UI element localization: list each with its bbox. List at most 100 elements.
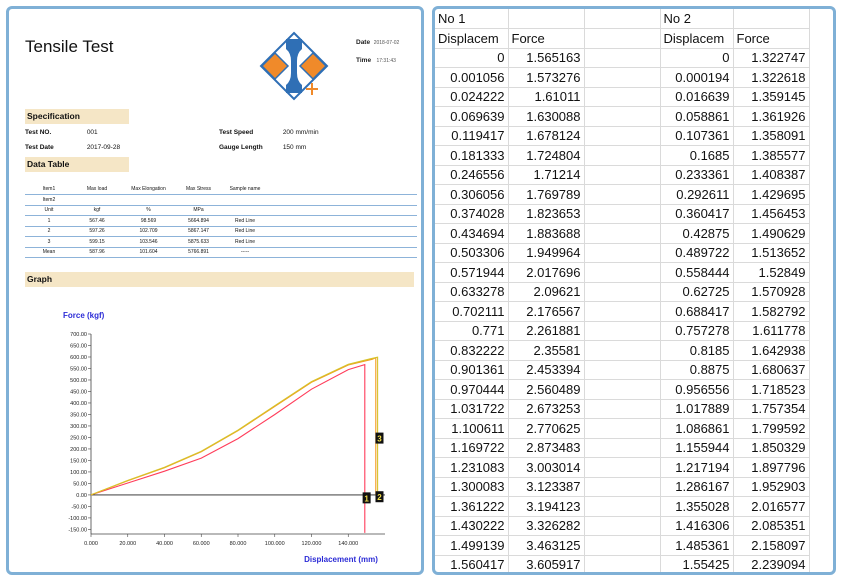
spreadsheet-cell[interactable]: 1.769789: [508, 184, 585, 205]
spreadsheet-cell[interactable]: 0.069639: [435, 106, 509, 127]
spreadsheet-cell[interactable]: 0.771: [435, 321, 509, 341]
spreadsheet-cell[interactable]: 2.560489: [508, 379, 585, 400]
spreadsheet-cell[interactable]: 0.8875: [660, 360, 734, 380]
spreadsheet-cell[interactable]: 0: [435, 48, 509, 68]
spreadsheet-cell[interactable]: [733, 9, 810, 29]
spreadsheet-cell[interactable]: 0.571944: [435, 262, 509, 283]
spreadsheet-cell[interactable]: 0.489722: [660, 243, 734, 263]
spreadsheet-cell[interactable]: 1.823653: [508, 204, 585, 224]
spreadsheet-cell[interactable]: 0.757278: [660, 321, 734, 341]
spreadsheet-cell[interactable]: [584, 496, 661, 517]
spreadsheet-cell[interactable]: [584, 399, 661, 419]
spreadsheet-cell[interactable]: 1.155944: [660, 438, 734, 458]
spreadsheet-cell[interactable]: 2.873483: [508, 438, 585, 458]
spreadsheet-cell[interactable]: 1.611778: [733, 321, 810, 341]
spreadsheet-cell[interactable]: 0.558444: [660, 262, 734, 283]
spreadsheet-cell[interactable]: 0.024222: [435, 87, 509, 107]
spreadsheet-cell[interactable]: [584, 262, 661, 283]
spreadsheet-cell[interactable]: [584, 87, 661, 107]
spreadsheet-cell[interactable]: 1.680637: [733, 360, 810, 380]
spreadsheet-cell[interactable]: 2.176567: [508, 301, 585, 322]
spreadsheet-cell[interactable]: [584, 243, 661, 263]
spreadsheet-cell[interactable]: 0.233361: [660, 165, 734, 185]
spreadsheet-cell[interactable]: 0.62725: [660, 282, 734, 302]
spreadsheet-cell[interactable]: 0.434694: [435, 223, 509, 244]
spreadsheet-cell[interactable]: 1.757354: [733, 399, 810, 419]
spreadsheet-cell[interactable]: 1.169722: [435, 438, 509, 458]
spreadsheet-cell[interactable]: 3.463125: [508, 535, 585, 556]
spreadsheet-cell[interactable]: 1.429695: [733, 184, 810, 205]
spreadsheet-cell[interactable]: 0.8185: [660, 340, 734, 361]
spreadsheet-cell[interactable]: 0.246556: [435, 165, 509, 185]
spreadsheet-cell[interactable]: 0.001056: [435, 67, 509, 88]
spreadsheet-cell[interactable]: 1.355028: [660, 496, 734, 517]
spreadsheet-cell[interactable]: 0.016639: [660, 87, 734, 107]
spreadsheet-cell[interactable]: 2.158097: [733, 535, 810, 556]
spreadsheet-cell[interactable]: 0.832222: [435, 340, 509, 361]
spreadsheet-cell[interactable]: 1.565163: [508, 48, 585, 68]
spreadsheet-cell[interactable]: 0.181333: [435, 145, 509, 166]
spreadsheet-cell[interactable]: [584, 145, 661, 166]
spreadsheet-cell[interactable]: 1.61011: [508, 87, 585, 107]
spreadsheet-cell[interactable]: 2.261881: [508, 321, 585, 341]
spreadsheet-cell[interactable]: 0.633278: [435, 282, 509, 302]
spreadsheet-cell[interactable]: 1.573276: [508, 67, 585, 88]
spreadsheet-cell[interactable]: 1.322618: [733, 67, 810, 88]
spreadsheet-cell[interactable]: 0.306056: [435, 184, 509, 205]
spreadsheet-cell[interactable]: 1.361926: [733, 106, 810, 127]
spreadsheet-cell[interactable]: 0: [660, 48, 734, 68]
spreadsheet-cell[interactable]: 2.016577: [733, 496, 810, 517]
spreadsheet-cell[interactable]: 1.231083: [435, 457, 509, 478]
spreadsheet-cell[interactable]: [584, 516, 661, 536]
spreadsheet-cell[interactable]: 0.107361: [660, 126, 734, 146]
spreadsheet-cell[interactable]: [584, 106, 661, 127]
spreadsheet-cell[interactable]: 0.42875: [660, 223, 734, 244]
spreadsheet-cell[interactable]: 1.678124: [508, 126, 585, 146]
spreadsheet-cell[interactable]: 0.374028: [435, 204, 509, 224]
spreadsheet-cell[interactable]: 1.724804: [508, 145, 585, 166]
spreadsheet-cell[interactable]: 1.086861: [660, 418, 734, 439]
spreadsheet-cell[interactable]: [584, 184, 661, 205]
spreadsheet-cell[interactable]: [584, 9, 661, 29]
column-header-force[interactable]: Force: [733, 28, 810, 49]
spreadsheet-cell[interactable]: [584, 379, 661, 400]
spreadsheet-cell[interactable]: [584, 555, 661, 572]
spreadsheet-cell[interactable]: [584, 48, 661, 68]
spreadsheet-cell[interactable]: 1.358091: [733, 126, 810, 146]
spreadsheet-cell[interactable]: 2.09621: [508, 282, 585, 302]
spreadsheet-cell[interactable]: 2.239094: [733, 555, 810, 572]
spreadsheet-cell[interactable]: 1.883688: [508, 223, 585, 244]
spreadsheet-cell[interactable]: 2.35581: [508, 340, 585, 361]
spreadsheet-cell[interactable]: 3.123387: [508, 477, 585, 497]
spreadsheet-cell[interactable]: 1.582792: [733, 301, 810, 322]
spreadsheet-cell[interactable]: 1.799592: [733, 418, 810, 439]
spreadsheet-cell[interactable]: 1.017889: [660, 399, 734, 419]
spreadsheet-cell[interactable]: 1.485361: [660, 535, 734, 556]
spreadsheet-cell[interactable]: 1.430222: [435, 516, 509, 536]
spreadsheet-cell[interactable]: 0.503306: [435, 243, 509, 263]
spreadsheet-cell[interactable]: 1.286167: [660, 477, 734, 497]
spreadsheet-cell[interactable]: [584, 457, 661, 478]
spreadsheet-cell[interactable]: 2.673253: [508, 399, 585, 419]
spreadsheet-cell[interactable]: 1.949964: [508, 243, 585, 263]
spreadsheet-cell[interactable]: 0.688417: [660, 301, 734, 322]
spreadsheet-cell[interactable]: [584, 477, 661, 497]
spreadsheet-cell[interactable]: [584, 204, 661, 224]
spreadsheet-cell[interactable]: 1.490629: [733, 223, 810, 244]
spreadsheet-cell[interactable]: [584, 223, 661, 244]
column-header-displacement[interactable]: Displacem: [435, 28, 509, 49]
spreadsheet-cell[interactable]: 3.194123: [508, 496, 585, 517]
spreadsheet-cell[interactable]: 1.630088: [508, 106, 585, 127]
spreadsheet-cell[interactable]: 0.000194: [660, 67, 734, 88]
spreadsheet-cell[interactable]: [584, 535, 661, 556]
spreadsheet-cell[interactable]: 1.031722: [435, 399, 509, 419]
spreadsheet-cell[interactable]: 2.453394: [508, 360, 585, 380]
spreadsheet-cell[interactable]: [584, 301, 661, 322]
spreadsheet-cell[interactable]: 1.897796: [733, 457, 810, 478]
spreadsheet-cell[interactable]: 0.1685: [660, 145, 734, 166]
spreadsheet-cell[interactable]: [584, 67, 661, 88]
column-header-displacement[interactable]: Displacem: [660, 28, 734, 49]
spreadsheet-cell[interactable]: 1.100611: [435, 418, 509, 439]
group-label-no1[interactable]: No 1: [435, 9, 509, 29]
spreadsheet-cell[interactable]: 1.300083: [435, 477, 509, 497]
